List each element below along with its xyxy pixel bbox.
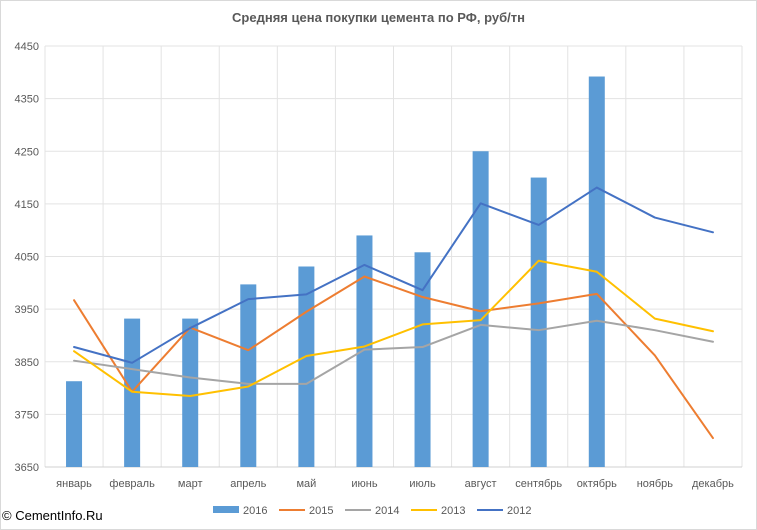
bar-2016: [240, 284, 257, 467]
line-series-2012: [73, 186, 714, 364]
x-tick-label: март: [178, 478, 203, 490]
y-tick-label: 4450: [15, 41, 39, 53]
legend-label-2015: 2015: [309, 505, 333, 517]
y-tick-label: 4350: [15, 94, 39, 106]
x-tick-label: февраль: [109, 478, 155, 490]
chart-title: Средняя цена покупки цемента по РФ, руб/…: [232, 10, 525, 25]
copyright-symbol: ©: [2, 508, 12, 523]
x-tick-label: декабрь: [692, 478, 734, 490]
y-tick-label: 3650: [15, 462, 39, 474]
x-tick-label: апрель: [230, 478, 266, 490]
watermark: © CementInfo.Ru: [2, 508, 103, 523]
y-tick-label: 3850: [15, 357, 39, 369]
x-tick-label: октябрь: [577, 478, 617, 490]
x-tick-label: июль: [409, 478, 436, 490]
y-tick-label: 3950: [15, 304, 39, 316]
x-tick-label: май: [296, 478, 316, 490]
y-tick-label: 4250: [15, 146, 39, 158]
legend-label-2012: 2012: [507, 505, 531, 517]
bar-2016: [414, 252, 431, 467]
bar-2016: [472, 151, 489, 467]
line-series-2014: [73, 319, 714, 385]
x-tick-label: ноябрь: [637, 478, 674, 490]
bar-2016: [530, 177, 547, 467]
x-tick-label: август: [465, 478, 497, 490]
legend-swatch-2016: [213, 506, 239, 513]
line-series-2015: [73, 275, 714, 440]
bar-2016: [182, 318, 199, 467]
legend-label-2016: 2016: [243, 505, 267, 517]
y-tick-label: 4050: [15, 252, 39, 264]
bar-2016: [298, 266, 315, 467]
y-tick-label: 4150: [15, 199, 39, 211]
bar-2016: [66, 381, 83, 467]
bar-2016: [356, 235, 373, 467]
bar-2016: [124, 318, 141, 467]
x-tick-label: сентябрь: [515, 478, 562, 490]
y-tick-label: 3750: [15, 409, 39, 421]
legend-label-2013: 2013: [441, 505, 465, 517]
x-tick-label: январь: [56, 478, 92, 490]
legend-label-2014: 2014: [375, 505, 399, 517]
watermark-text: CementInfo.Ru: [15, 508, 103, 523]
x-tick-label: июнь: [351, 478, 377, 490]
line-series-2013: [73, 259, 714, 397]
